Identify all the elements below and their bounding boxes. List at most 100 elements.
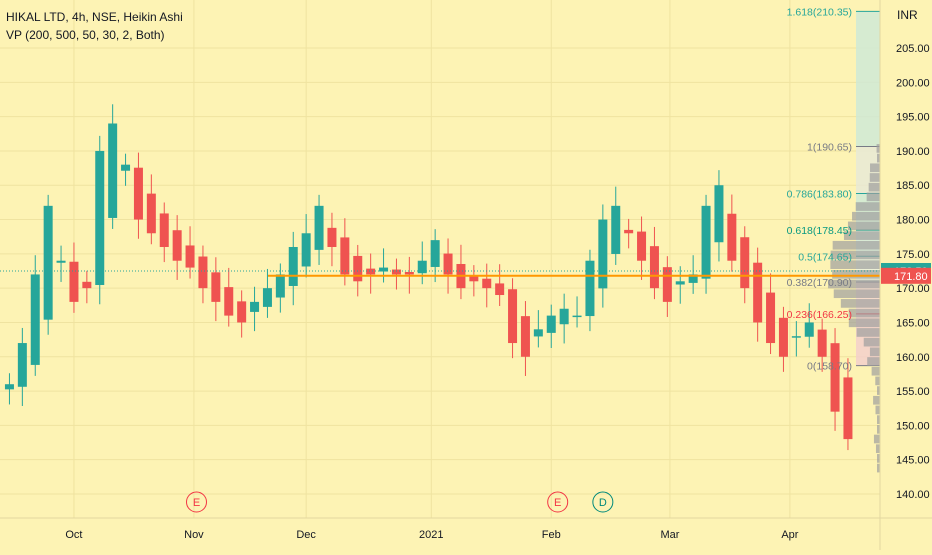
fib-zone: [856, 11, 880, 147]
candle: [740, 226, 750, 304]
candle: [766, 273, 776, 355]
volume-profile-row: [873, 395, 880, 405]
candle-body: [108, 123, 118, 218]
candle: [688, 255, 698, 294]
candle-body: [585, 260, 595, 317]
event-marker[interactable]: E: [186, 491, 207, 513]
candle: [198, 245, 208, 304]
candle-body: [572, 315, 582, 318]
candle-body: [314, 205, 324, 250]
candle: [495, 264, 505, 306]
candle-body: [701, 205, 711, 279]
candle-body: [598, 219, 608, 289]
event-marker-label: E: [554, 497, 561, 509]
fib-label: 0.236(166.25): [787, 309, 852, 321]
candle: [714, 170, 724, 262]
candle-body: [753, 262, 763, 323]
poc-price-tag-bg: [881, 267, 931, 284]
candle: [366, 253, 376, 294]
volume-profile-row: [840, 299, 880, 308]
y-tick-label: 155.00: [896, 386, 930, 398]
x-tick-label: Nov: [184, 529, 204, 541]
volume-profile-row: [869, 173, 880, 182]
candle-body: [778, 317, 788, 357]
volume-profile-row: [870, 163, 880, 173]
candle: [817, 318, 827, 372]
candle: [133, 152, 143, 239]
candle: [778, 306, 788, 372]
candle: [379, 248, 389, 283]
candle: [17, 327, 27, 406]
candle-body: [417, 260, 427, 274]
candle: [830, 328, 840, 431]
volume-profile-row: [877, 463, 880, 473]
candle: [185, 226, 195, 279]
symbol-title[interactable]: HIKAL LTD, 4h, NSE, Heikin Ashi: [6, 10, 183, 24]
candle-body: [817, 329, 827, 357]
y-tick-label: 190.00: [896, 146, 930, 158]
candle: [559, 293, 569, 344]
candle: [443, 238, 453, 294]
indicator-label[interactable]: VP (200, 500, 50, 30, 2, Both): [6, 28, 165, 42]
x-tick-label: Dec: [296, 529, 316, 541]
candle-body: [559, 308, 569, 325]
event-marker[interactable]: D: [592, 491, 614, 513]
time-axis[interactable]: Oct Nov Dec 2021 Feb Mar Apr: [0, 517, 932, 541]
candle-body: [43, 205, 53, 320]
volume-profile-row: [830, 260, 880, 269]
price-axis[interactable]: 205.00 200.00 195.00 190.00 185.00 180.00 175.…: [879, 0, 930, 550]
candle-body: [172, 230, 182, 261]
candle-body: [4, 384, 14, 390]
candle: [121, 153, 131, 186]
fibonacci-labels: 1.618(210.35) 1(190.65) 0.786(183.80) 0.618…: [787, 6, 852, 372]
volume-profile-row: [877, 415, 880, 424]
candle-body: [611, 205, 621, 254]
candle: [727, 194, 737, 272]
event-marker[interactable]: E: [547, 491, 569, 513]
volume-profile-row: [833, 289, 880, 299]
candle: [533, 310, 543, 348]
candle: [237, 290, 247, 338]
candle: [224, 267, 234, 327]
x-tick-label: Oct: [65, 529, 82, 541]
candle-body: [237, 301, 247, 323]
candle-body: [404, 271, 414, 275]
candle-body: [17, 343, 27, 387]
y-tick-label: 175.00: [896, 249, 930, 261]
y-tick-label: 160.00: [896, 352, 930, 364]
candle: [275, 263, 285, 313]
y-tick-label: 140.00: [896, 489, 930, 501]
candle-body: [353, 255, 363, 282]
candle-body: [727, 213, 737, 261]
event-marker-circle[interactable]: [592, 491, 614, 513]
candle-body: [624, 229, 634, 234]
candle: [624, 218, 634, 249]
volume-profile-row: [876, 144, 880, 153]
candle: [82, 270, 92, 304]
x-tick-label: 2021: [419, 529, 443, 541]
candle: [649, 226, 659, 300]
event-marker-circle[interactable]: [547, 491, 569, 513]
candle-body: [224, 287, 234, 316]
event-marker-label: D: [599, 497, 607, 509]
price-tags: 172.50171.80: [881, 263, 931, 284]
candle: [469, 265, 479, 297]
candle-body: [469, 276, 479, 282]
volume-profile-row: [848, 308, 880, 318]
candle: [211, 257, 221, 322]
candle-body: [56, 260, 66, 263]
event-marker-circle[interactable]: [186, 491, 207, 513]
volume-profile-row: [869, 347, 880, 357]
candle-body: [740, 237, 750, 289]
candle: [159, 202, 169, 263]
poc-price-tag-text: 171.80: [894, 271, 928, 283]
candle-body: [262, 288, 272, 307]
fib-label: 0.5(174.65): [798, 251, 852, 263]
price-lines: [0, 270, 880, 277]
candle-body: [146, 193, 156, 234]
candle-body: [211, 272, 221, 302]
volume-profile-row: [848, 318, 880, 328]
